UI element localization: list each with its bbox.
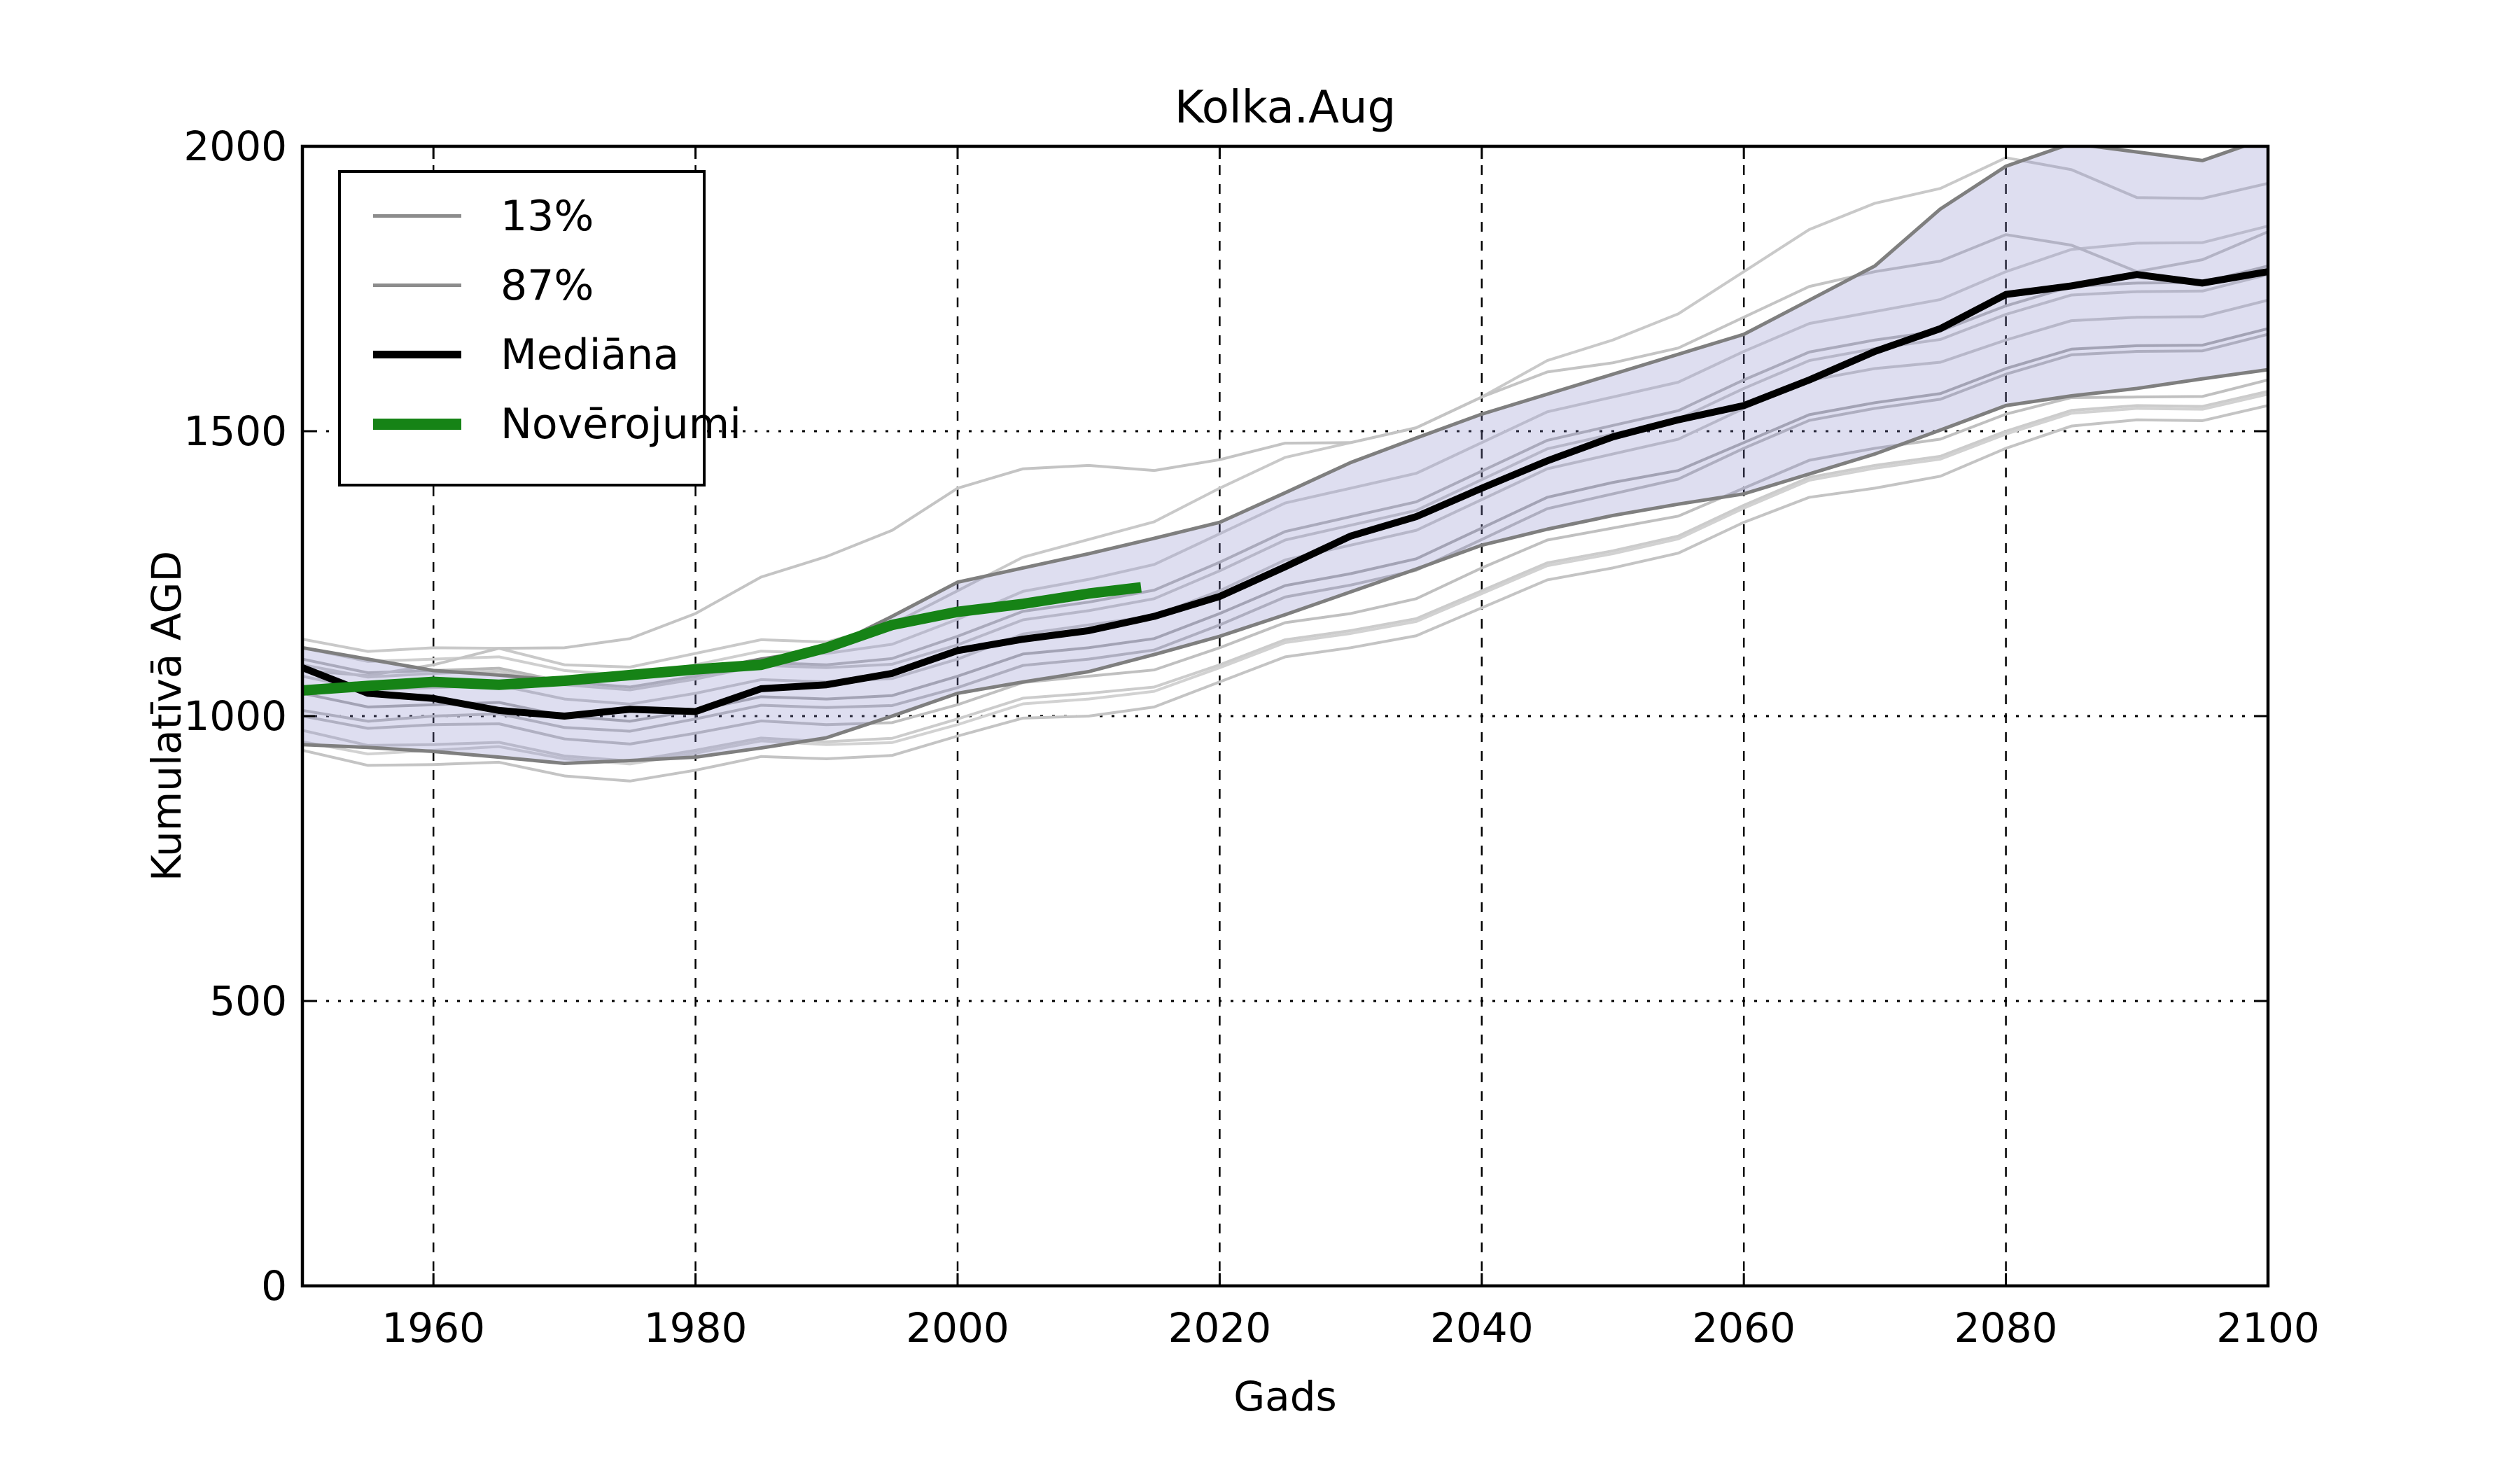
- ensemble-member-line-11: [302, 273, 2268, 692]
- uncertainty-band: [302, 146, 2268, 764]
- ensemble-member-line-5: [302, 327, 2268, 723]
- legend-line-median-icon: [373, 351, 461, 358]
- x-tick-label-1960: 1960: [382, 1304, 485, 1352]
- x-tick-label-2060: 2060: [1692, 1304, 1795, 1352]
- legend-label-median: Mediāna: [500, 330, 679, 379]
- x-tick-label-2000: 2000: [906, 1304, 1009, 1352]
- ensemble-member-line-4: [302, 378, 2268, 746]
- percentile-13-line: [302, 368, 2268, 766]
- ensemble-member-line-10: [302, 332, 2268, 733]
- ensemble-member-line-12: [302, 393, 2268, 766]
- y-axis-label: Kumulatīvā AGD: [143, 551, 190, 881]
- ensemble-member-line-1: [302, 156, 2268, 668]
- legend-line-87pct-icon: [373, 284, 461, 287]
- observations-line: [302, 582, 1142, 696]
- legend-item-median: Mediāna: [341, 320, 703, 389]
- legend-item-13pct: 13%: [341, 181, 703, 251]
- legend: 13% 87% Mediāna Novērojumi: [338, 170, 741, 486]
- y-tick-label-1000: 1000: [183, 692, 287, 740]
- y-tick-label-2000: 2000: [183, 122, 287, 170]
- legend-label-observations: Novērojumi: [500, 399, 741, 449]
- legend-line-13pct-icon: [373, 214, 461, 218]
- ensemble-member-line-2: [302, 404, 2268, 783]
- data-series: [302, 146, 2268, 783]
- x-tick-label-2100: 2100: [2216, 1304, 2320, 1352]
- axes-frame: [300, 144, 2270, 1288]
- legend-item-87pct: 87%: [341, 251, 703, 320]
- median-line: [302, 268, 2268, 720]
- tick-labels: 1960 1980 2000 2020 2040 2060 2080 2100 0 500 1000…: [183, 122, 2319, 1352]
- x-tick-label-2080: 2080: [1954, 1304, 2058, 1352]
- legend-label-13pct: 13%: [500, 191, 594, 241]
- x-tick-label-2040: 2040: [1430, 1304, 1534, 1352]
- x-tick-label-2020: 2020: [1168, 1304, 1272, 1352]
- legend-label-87pct: 87%: [500, 260, 594, 310]
- legend-line-observations-icon: [373, 418, 461, 430]
- y-tick-label-500: 500: [209, 977, 287, 1025]
- legend-item-observations: Novērojumi: [341, 389, 741, 458]
- x-tick-label-1980: 1980: [644, 1304, 748, 1352]
- ensemble-member-line-9: [302, 230, 2268, 678]
- y-tick-label-0: 0: [261, 1262, 287, 1310]
- chart-title: Kolka.Aug: [1175, 82, 1396, 134]
- y-tick-label-1500: 1500: [183, 407, 287, 455]
- x-axis-label: Gads: [1233, 1373, 1337, 1420]
- ensemble-member-line-6: [302, 298, 2268, 706]
